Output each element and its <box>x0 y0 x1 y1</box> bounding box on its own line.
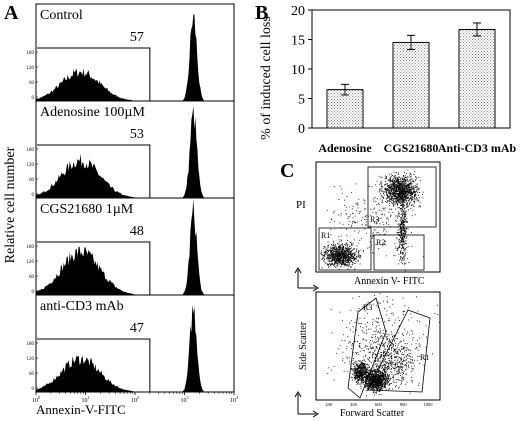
bar <box>326 89 364 129</box>
histogram-label: CGS21680 1µM <box>40 202 134 217</box>
y-tick-label: 0 <box>32 193 35 198</box>
y-tick-label: 60 <box>29 372 35 377</box>
x-tick-label: 10 <box>82 398 88 404</box>
region-r1-bottom-label: R1 <box>420 353 429 362</box>
category-label: Anti-CD3 mAb <box>438 141 517 155</box>
y-tick-label: 10 <box>291 63 305 78</box>
y-tick-label: 0 <box>32 96 35 101</box>
x-tick-label: 10 <box>230 398 236 404</box>
region-r1-bottom <box>367 309 431 393</box>
gate-marker <box>37 338 151 392</box>
histogram-label: Control <box>40 8 83 23</box>
gate-value: 47 <box>130 321 144 336</box>
y-tick-label: 0 <box>32 290 35 295</box>
y-tick-label: 0 <box>298 122 305 137</box>
panel-b-bar-chart: % of induced cell loss 0 5 10 15 20 Adenosine… <box>259 4 517 155</box>
y-tick-label: 60 <box>29 178 35 183</box>
gate-marker <box>37 241 151 295</box>
histogram-curve <box>36 105 234 198</box>
x-tick-label: 200 <box>325 402 333 407</box>
y-tick-label: 120 <box>27 357 35 362</box>
region-r2-top <box>373 234 425 271</box>
x-tick-label: 1000 <box>424 402 434 407</box>
panel-label-a: A <box>4 2 19 24</box>
gate-marker <box>37 144 151 198</box>
y-tick-label: 60 <box>29 81 35 86</box>
histogram-4: 0 60 120 180 47 anti-CD3 mAb <box>27 294 235 393</box>
panel-label-c: C <box>280 160 295 182</box>
y-tick-label: 0 <box>32 387 35 392</box>
category-label: Adenosine <box>318 141 372 155</box>
bar <box>458 28 496 129</box>
region-r3-top-label: R3 <box>370 215 379 224</box>
scatter-top-ylabel: PI <box>296 199 306 211</box>
gate-value: 57 <box>130 30 144 45</box>
y-tick-label: 5 <box>298 93 305 108</box>
scatter-top-axis-arrow <box>294 267 319 292</box>
x-tick-label: 10 <box>181 398 187 404</box>
histogram-1: 0 60 120 180 57 Control <box>27 3 235 102</box>
x-tick-label: 600 <box>375 402 383 407</box>
region-r3-top <box>367 166 437 228</box>
bar <box>392 41 430 129</box>
y-tick-label: 180 <box>27 51 35 56</box>
panel-b-ylabel: % of induced cell loss <box>259 16 274 140</box>
scatter-bottom: R3 R1 200 400 600 800 1000 Side Scatter Forw… <box>294 291 441 419</box>
x-tick-label: 10 <box>131 398 137 404</box>
region-r1-top <box>318 227 372 271</box>
y-tick-label: 60 <box>29 275 35 280</box>
panel-a-ylabel: Relative cell number <box>3 146 18 263</box>
region-r3-bottom-label: R3 <box>363 303 372 312</box>
scatter-bottom-axis-arrow <box>294 391 319 418</box>
category-label: CGS21680 <box>384 141 439 155</box>
histogram-curve <box>36 198 234 295</box>
panel-a-histograms: Relative cell number 06012018057Control0… <box>3 3 238 417</box>
region-r2-top-label: R2 <box>376 238 385 247</box>
histogram-label: anti-CD3 mAb <box>40 299 124 314</box>
gate-value: 48 <box>130 224 144 239</box>
x-tick-exponent: 3 <box>187 395 189 400</box>
histogram-label: Adenosine 100µM <box>40 105 145 120</box>
x-tick-label: 10 <box>32 398 38 404</box>
panel-a-xlabel: Annexin-V-FITC <box>36 402 126 417</box>
gate-marker <box>37 47 151 101</box>
histogram-3: 0 60 120 180 48 CGS21680 1µM <box>27 197 235 296</box>
scatter-top-xlabel: Annexin V- FITC <box>354 276 425 287</box>
y-tick-label: 180 <box>27 148 35 153</box>
x-tick-exponent: 2 <box>137 395 139 400</box>
histogram-curve <box>36 14 234 101</box>
histogram-curve <box>36 305 234 392</box>
panel-c-scatter-plots: R1 R2 R3 PI Annexin V- FITC R3 R1 200 400… <box>294 161 441 419</box>
panel-label-b: B <box>255 2 269 24</box>
y-tick-label: 15 <box>291 34 305 49</box>
y-tick-label: 120 <box>27 260 35 265</box>
x-tick-exponent: 0 <box>38 395 40 400</box>
x-tick-label: 800 <box>400 402 408 407</box>
y-tick-label: 120 <box>27 66 35 71</box>
y-tick-label: 120 <box>27 163 35 168</box>
y-tick-label: 180 <box>27 245 35 250</box>
scatter-top: R1 R2 R3 PI Annexin V- FITC <box>294 161 441 292</box>
y-tick-label: 180 <box>27 342 35 347</box>
scatter-bottom-xlabel: Forward Scatter <box>340 408 405 419</box>
scatter-bottom-ylabel: Side Scatter <box>298 321 309 370</box>
y-tick-label: 20 <box>291 4 305 19</box>
x-tick-exponent: 4 <box>236 395 238 400</box>
region-r1-top-label: R1 <box>321 231 330 240</box>
gate-value: 53 <box>130 127 144 142</box>
x-tick-exponent: 1 <box>88 395 90 400</box>
region-r3-bottom <box>347 297 387 399</box>
histogram-2: 0 60 120 180 53 Adenosine 100µM <box>27 100 235 199</box>
x-tick-label: 400 <box>350 402 358 407</box>
